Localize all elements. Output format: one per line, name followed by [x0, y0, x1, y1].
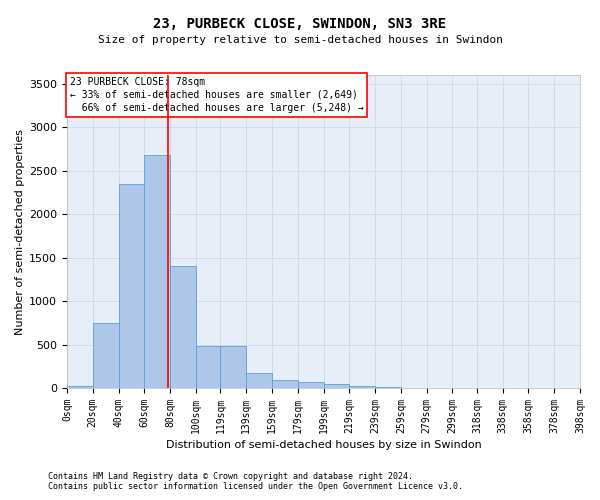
Bar: [246, 373, 272, 388]
Bar: [298, 382, 323, 388]
X-axis label: Distribution of semi-detached houses by size in Swindon: Distribution of semi-detached houses by …: [166, 440, 481, 450]
Bar: [145, 155, 170, 388]
Bar: [170, 266, 196, 388]
Text: 23, PURBECK CLOSE, SWINDON, SN3 3RE: 23, PURBECK CLOSE, SWINDON, SN3 3RE: [154, 18, 446, 32]
Bar: [93, 323, 119, 388]
Y-axis label: Number of semi-detached properties: Number of semi-detached properties: [15, 128, 25, 334]
Text: Contains public sector information licensed under the Open Government Licence v3: Contains public sector information licen…: [48, 482, 463, 491]
Text: 23 PURBECK CLOSE: 78sqm
← 33% of semi-detached houses are smaller (2,649)
  66% : 23 PURBECK CLOSE: 78sqm ← 33% of semi-de…: [70, 76, 364, 113]
Bar: [272, 380, 298, 388]
Bar: [196, 346, 220, 388]
Bar: [323, 384, 349, 388]
Text: Contains HM Land Registry data © Crown copyright and database right 2024.: Contains HM Land Registry data © Crown c…: [48, 472, 413, 481]
Bar: [349, 386, 375, 388]
Bar: [220, 346, 246, 388]
Bar: [119, 184, 145, 388]
Text: Size of property relative to semi-detached houses in Swindon: Size of property relative to semi-detach…: [97, 35, 503, 45]
Bar: [67, 386, 93, 388]
